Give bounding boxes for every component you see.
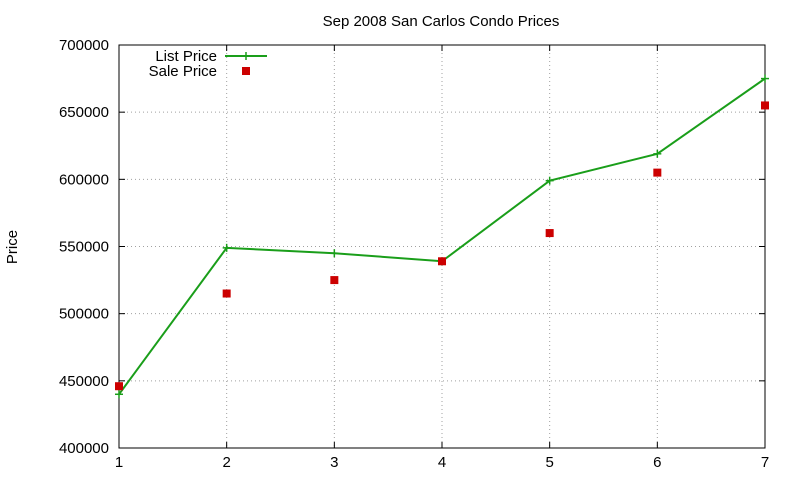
y-tick-label: 700000 (59, 37, 109, 54)
x-tick-label: 3 (330, 454, 338, 471)
list-price-point (330, 249, 339, 258)
legend-square-swatch (242, 67, 250, 75)
chart-title: Sep 2008 San Carlos Condo Prices (323, 13, 560, 30)
sale-price-point (222, 289, 231, 298)
sale-price-point (438, 257, 446, 266)
x-tick-label: 4 (438, 454, 446, 471)
tick-labels: 1 2 3 4 5 6 7 400000 450000 500000 550000 600000 650… (59, 37, 769, 471)
sale-price-point (545, 229, 554, 238)
y-tick-label: 450000 (59, 373, 109, 390)
x-tick-label: 7 (761, 454, 769, 471)
sale-price-point (653, 168, 662, 177)
legend-label: Sale Price (149, 63, 217, 80)
list-price-point (222, 243, 231, 252)
y-tick-label: 600000 (59, 171, 109, 188)
y-tick-label: 550000 (59, 239, 109, 256)
series (115, 74, 769, 399)
sale-price-point (761, 101, 769, 110)
sale-price-point (330, 276, 339, 285)
x-tick-label: 6 (653, 454, 661, 471)
x-tick-label: 5 (545, 454, 553, 471)
list-price-point (761, 74, 769, 83)
list-price-point (242, 52, 250, 60)
list-price-point (115, 390, 123, 399)
list-price-point (653, 149, 662, 158)
y-tick-label: 400000 (59, 440, 109, 457)
grid (119, 45, 765, 448)
legend-label: List Price (155, 48, 217, 65)
y-tick-label: 500000 (59, 306, 109, 323)
x-tick-label: 1 (115, 454, 123, 471)
x-tick-label: 2 (222, 454, 230, 471)
sale-price-point (115, 382, 123, 391)
list-price-point (545, 176, 554, 185)
y-axis-label: Price (4, 230, 21, 264)
y-tick-label: 650000 (59, 104, 109, 121)
axes (118, 44, 766, 449)
